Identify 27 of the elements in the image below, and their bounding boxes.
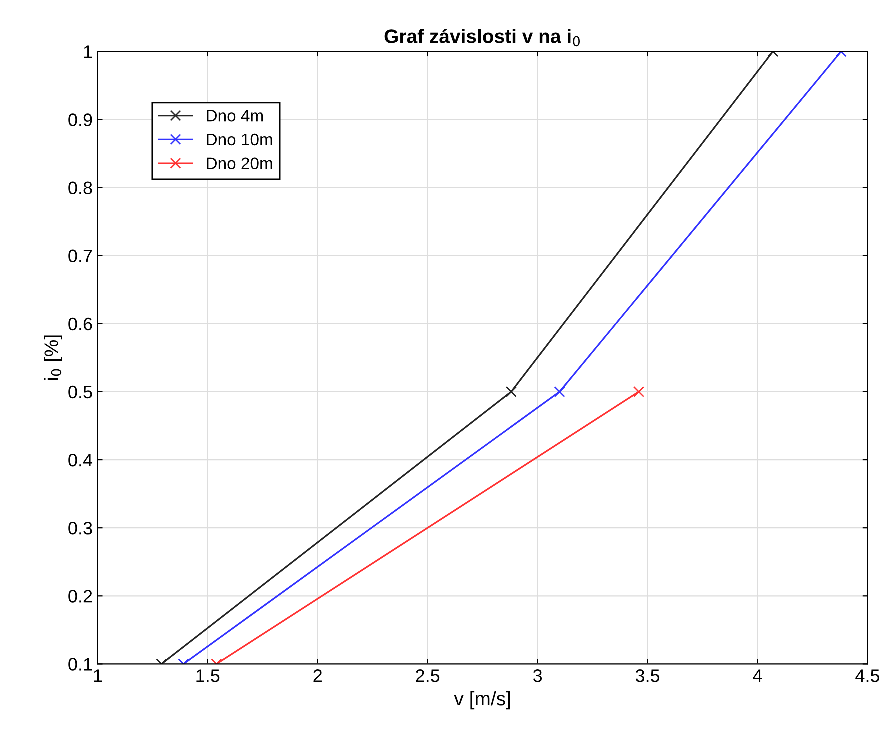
legend-label: Dno 10m — [207, 134, 272, 146]
legend-label: Dno 4m — [207, 110, 264, 122]
legend-label: Dno 20m — [207, 158, 272, 170]
x-tick-label: 3.5 — [636, 670, 660, 682]
y-tick-label: 0.8 — [68, 182, 92, 194]
point — [554, 386, 566, 398]
x-axis-title: v [m/s] — [454, 691, 510, 710]
y-axis-title: i$_{0}$ [%] — [44, 336, 62, 380]
y-tick-label: 0.9 — [68, 114, 92, 126]
y-tick-label: 0.2 — [68, 590, 92, 603]
x-tick-label: 2 — [314, 670, 322, 682]
y-tick-label: 0.1 — [68, 658, 92, 671]
y-tick-label: 0.5 — [68, 386, 92, 399]
point — [506, 386, 517, 398]
x-tick-label: 1 — [94, 670, 102, 682]
point — [633, 386, 645, 398]
y-tick-label: 0.7 — [68, 250, 92, 263]
x-tick-label: 1.5 — [196, 670, 220, 682]
y-tick-label: 0.6 — [68, 318, 92, 331]
y-tick-label: 0.4 — [68, 454, 93, 467]
x-tick-label: 2.5 — [416, 670, 440, 682]
x-tick-label: 4 — [753, 670, 762, 682]
x-tick-label: 3 — [533, 670, 542, 682]
chart-title: Graf závislosti v na i$_{0}$ — [384, 28, 580, 47]
y-tick-label: 0.3 — [68, 522, 92, 535]
y-tick-label: 1 — [84, 46, 92, 58]
x-tick-label: 4.5 — [856, 670, 880, 682]
